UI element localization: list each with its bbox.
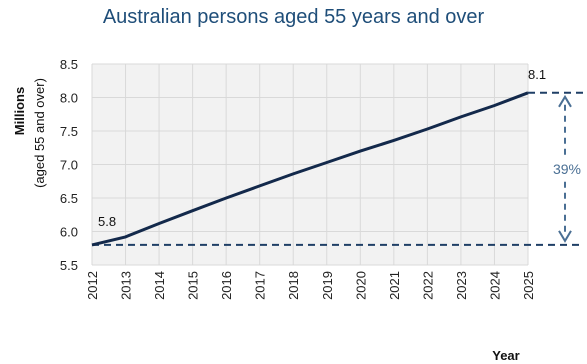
x-axis-title: Year — [492, 348, 519, 363]
change-percent-label: 39% — [553, 161, 581, 177]
end-value-label: 8.1 — [528, 67, 546, 82]
y-tick-label: 6.0 — [60, 225, 78, 240]
start-value-label: 5.8 — [98, 214, 116, 229]
x-tick-label: 2021 — [387, 271, 402, 300]
change-label-bg — [548, 157, 586, 180]
y-axis-subtitle: (aged 55 and over) — [32, 78, 47, 188]
y-tick-label: 8.0 — [60, 91, 78, 106]
reference-lines — [92, 91, 583, 246]
arrow-head-up — [558, 94, 572, 108]
change-arrow — [548, 94, 586, 243]
y-tick-label: 7.5 — [60, 124, 78, 139]
x-tick-label: 2025 — [521, 271, 536, 300]
y-tick-label: 7.0 — [60, 158, 78, 173]
x-tick-label: 2023 — [454, 271, 469, 300]
x-tick-label: 2018 — [286, 271, 301, 300]
y-tick-label: 8.5 — [60, 57, 78, 72]
arrow-head-down — [558, 230, 572, 243]
x-tick-label: 2012 — [85, 271, 100, 300]
x-tick-label: 2022 — [420, 271, 435, 300]
x-tick-label: 2017 — [253, 271, 268, 300]
x-tick-label: 2024 — [487, 271, 502, 300]
y-tick-label: 6.5 — [60, 191, 78, 206]
x-tick-label: 2014 — [152, 271, 167, 300]
x-tick-label: 2019 — [320, 271, 335, 300]
y-tick-label: 5.5 — [60, 258, 78, 273]
x-tick-label: 2020 — [353, 271, 368, 300]
y-tick-labels: 5.5 6.0 6.5 7.0 7.5 8.0 8.5 — [60, 57, 78, 273]
x-tick-label: 2016 — [219, 271, 234, 300]
gridlines — [91, 63, 529, 266]
x-tick-labels: 2012 2013 2014 2015 2016 2017 2018 2019 2020 2021… — [85, 271, 536, 300]
series-line — [91, 91, 529, 247]
x-tick-label: 2013 — [119, 271, 134, 300]
chart-title: Australian persons aged 55 years and ove… — [102, 6, 485, 28]
x-tick-label: 2015 — [186, 271, 201, 300]
y-axis-title: Millions — [12, 87, 27, 135]
